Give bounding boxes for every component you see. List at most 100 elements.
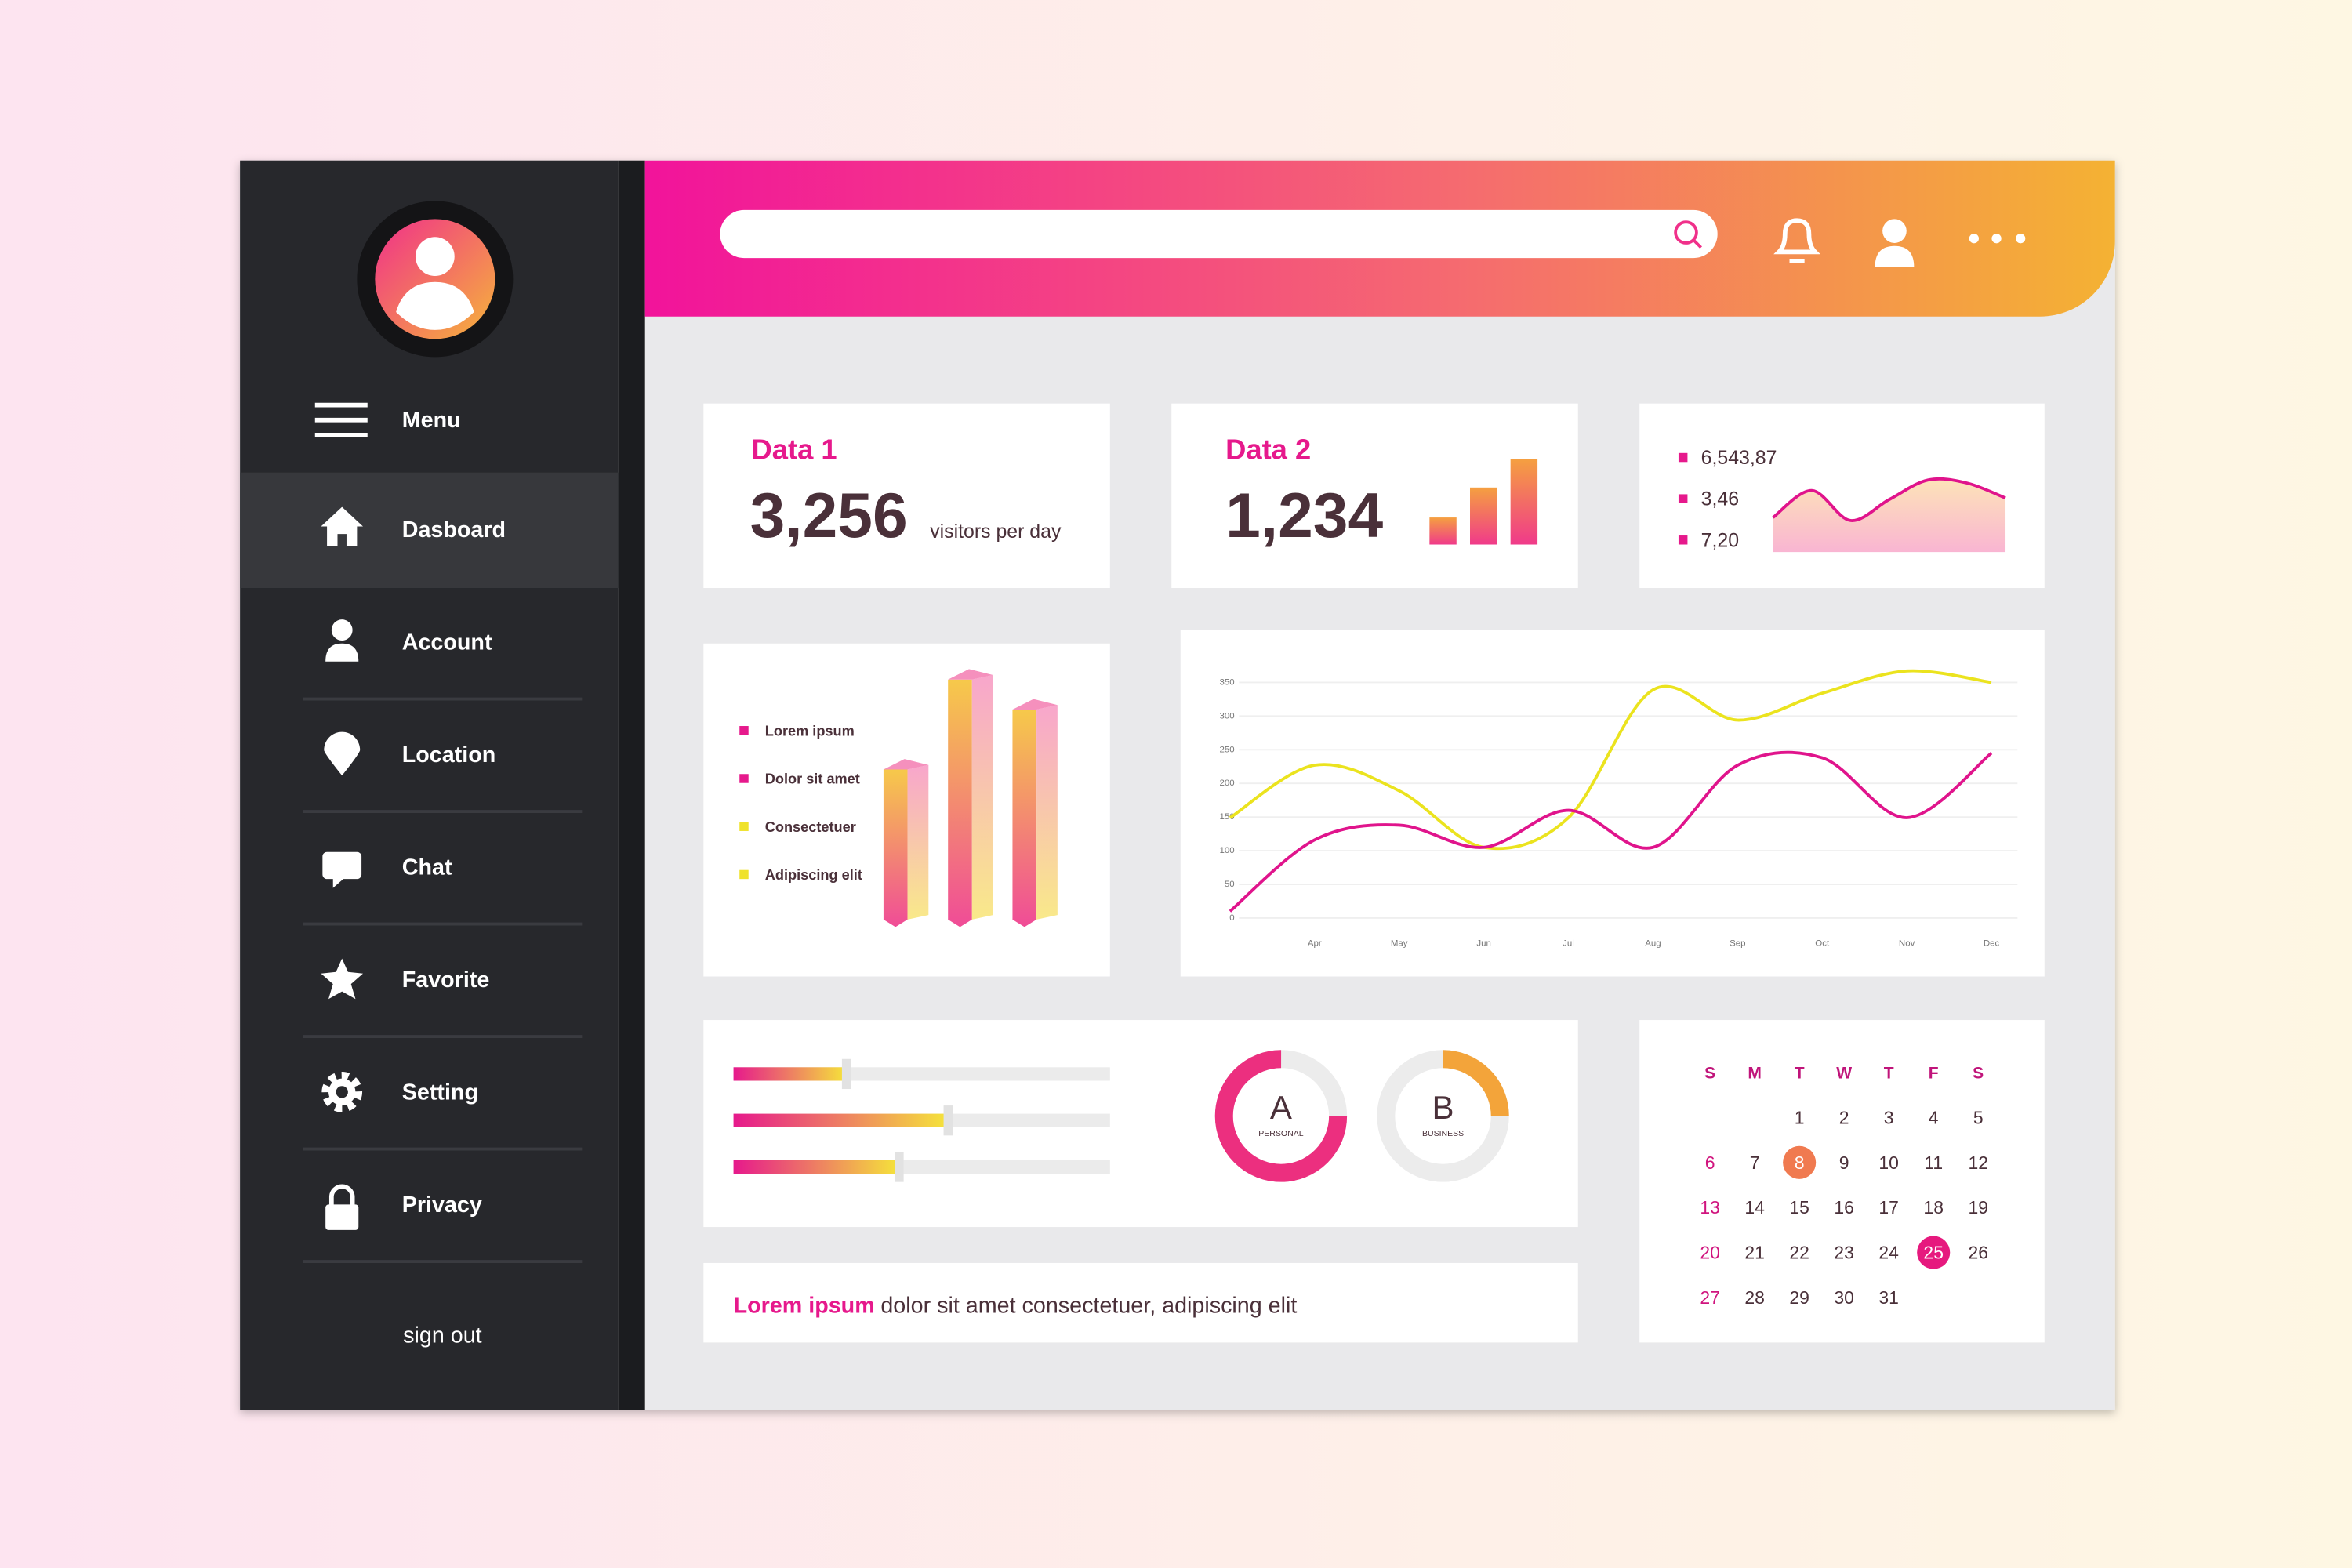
menu-icon[interactable] <box>314 402 368 437</box>
sidebar-item[interactable]: Favorite <box>402 967 490 993</box>
bar3d-top <box>883 759 929 770</box>
menu-label[interactable]: Menu <box>402 408 461 433</box>
day[interactable]: 11 <box>1924 1152 1943 1173</box>
day[interactable]: 16 <box>1834 1197 1854 1218</box>
y-tick-label: 150 <box>1219 812 1234 822</box>
day[interactable]: 4 <box>1929 1107 1939 1127</box>
home-icon <box>321 506 364 546</box>
y-tick-label: 350 <box>1219 677 1234 687</box>
day[interactable]: 5 <box>1973 1107 1984 1127</box>
marked-day[interactable] <box>1783 1145 1817 1179</box>
day[interactable]: 7 <box>1750 1152 1760 1173</box>
day[interactable]: 22 <box>1789 1243 1809 1263</box>
y-tick-label: 0 <box>1229 913 1234 923</box>
user-icon[interactable] <box>1875 219 1915 267</box>
day[interactable]: 2 <box>1839 1107 1849 1127</box>
bell-icon[interactable] <box>1773 218 1820 263</box>
bar3d-side <box>971 674 993 920</box>
data2-card <box>1171 403 1578 589</box>
day[interactable]: 17 <box>1878 1197 1899 1218</box>
day[interactable]: 29 <box>1789 1287 1809 1308</box>
avatar-glyph <box>396 237 474 330</box>
bar3d-top <box>1012 699 1058 710</box>
bar3d-side <box>907 764 929 920</box>
x-tick-label: Oct <box>1815 938 1830 948</box>
x-tick-label: Sep <box>1730 938 1745 948</box>
day[interactable]: 30 <box>1834 1287 1854 1308</box>
sidebar-item[interactable]: Dasboard <box>402 517 506 543</box>
slider-fill <box>733 1160 899 1174</box>
day[interactable]: 21 <box>1744 1243 1765 1263</box>
legend-label: Lorem ipsum <box>765 723 855 739</box>
sign-out[interactable]: sign out <box>403 1323 482 1348</box>
day[interactable]: 8 <box>1795 1152 1805 1173</box>
day[interactable]: 15 <box>1789 1197 1809 1218</box>
day[interactable]: 14 <box>1744 1197 1765 1218</box>
day[interactable]: 10 <box>1878 1152 1899 1173</box>
day[interactable]: 31 <box>1878 1287 1899 1308</box>
slider-handle[interactable] <box>943 1105 953 1136</box>
account-icon-body <box>325 643 359 662</box>
day[interactable]: 18 <box>1923 1197 1944 1218</box>
day[interactable]: 25 <box>1923 1243 1944 1263</box>
data2-title: Data 2 <box>1225 434 1311 466</box>
day[interactable]: 24 <box>1878 1243 1899 1263</box>
y-tick-label: 300 <box>1219 711 1234 720</box>
marked-day[interactable] <box>1917 1236 1951 1269</box>
y-tick-label: 100 <box>1219 846 1234 855</box>
day[interactable]: 9 <box>1839 1152 1849 1173</box>
weekday: S <box>1704 1064 1715 1082</box>
x-tick-label: Apr <box>1308 938 1322 948</box>
bar3d-front <box>1012 709 1037 927</box>
slider-fill <box>733 1113 949 1127</box>
stat-label: 3,46 <box>1701 488 1739 510</box>
setting-icon-teeth <box>321 1072 363 1112</box>
day[interactable]: 19 <box>1968 1197 1988 1218</box>
bar3d-side <box>1036 705 1058 920</box>
day[interactable]: 13 <box>1700 1197 1720 1218</box>
active-item[interactable] <box>240 472 619 589</box>
bar3d-front <box>883 769 908 927</box>
weekday: M <box>1748 1064 1762 1082</box>
bar3d-top <box>948 669 993 680</box>
day[interactable]: 28 <box>1744 1287 1765 1308</box>
x-tick-label: Nov <box>1899 938 1915 948</box>
day[interactable]: 6 <box>1705 1152 1715 1173</box>
data1-title: Data 1 <box>752 434 837 466</box>
day[interactable]: 3 <box>1884 1107 1894 1127</box>
legend-swatch <box>739 726 749 735</box>
setting-icon-hole <box>336 1086 348 1098</box>
data2-value: 1,234 <box>1225 481 1383 551</box>
day[interactable]: 26 <box>1968 1243 1988 1263</box>
x-tick-label: May <box>1391 938 1408 948</box>
legend-label: Adipiscing elit <box>765 867 862 883</box>
slider-handle[interactable] <box>895 1152 904 1182</box>
x-tick-label: Dec <box>1984 938 2000 948</box>
donut-arc <box>1377 1050 1509 1182</box>
sidebar-item[interactable]: Chat <box>402 855 452 880</box>
search-icon[interactable] <box>1674 220 1702 249</box>
day[interactable]: 12 <box>1968 1152 1988 1173</box>
more-icon[interactable] <box>1969 234 2026 244</box>
donut-arc <box>1214 1050 1348 1182</box>
note-highlight: Lorem ipsum <box>734 1293 875 1318</box>
day[interactable]: 27 <box>1700 1287 1720 1308</box>
donut-letter: A <box>1270 1089 1292 1126</box>
calendar-card <box>1639 1020 2045 1343</box>
search-bar[interactable] <box>720 209 1718 259</box>
sidebar-item[interactable]: Privacy <box>402 1192 482 1218</box>
day[interactable]: 20 <box>1700 1243 1720 1263</box>
x-tick-label: Jun <box>1476 938 1491 948</box>
sidebar-item[interactable]: Setting <box>402 1080 478 1105</box>
sidebar-item[interactable]: Account <box>402 630 492 655</box>
day[interactable]: 23 <box>1834 1243 1854 1263</box>
stat-label: 7,20 <box>1701 529 1739 551</box>
sidebar-item[interactable]: Location <box>402 742 496 768</box>
legend-label: Consectetuer <box>765 819 856 835</box>
weekday: T <box>1795 1064 1805 1082</box>
day[interactable]: 1 <box>1795 1107 1805 1127</box>
slider-handle[interactable] <box>841 1058 851 1090</box>
data1-value: 3,256 <box>750 481 908 551</box>
